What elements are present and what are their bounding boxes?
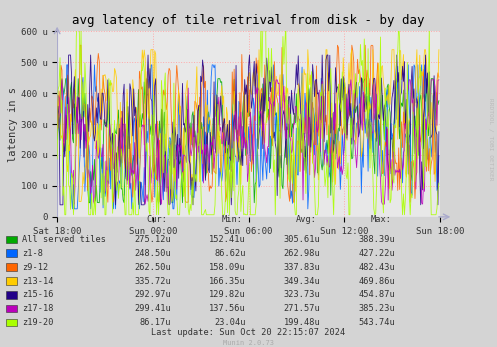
Text: z1-8: z1-8	[22, 249, 43, 258]
Text: Cur:: Cur:	[147, 215, 167, 224]
Y-axis label: latency in s: latency in s	[8, 86, 18, 162]
Text: z17-18: z17-18	[22, 304, 54, 313]
Text: 427.22u: 427.22u	[358, 249, 395, 258]
Text: 86.62u: 86.62u	[215, 249, 246, 258]
Text: 262.98u: 262.98u	[284, 249, 321, 258]
Text: z15-16: z15-16	[22, 290, 54, 299]
Text: 543.74u: 543.74u	[358, 318, 395, 327]
Text: 385.23u: 385.23u	[358, 304, 395, 313]
Text: Avg:: Avg:	[296, 215, 317, 224]
Text: Min:: Min:	[221, 215, 242, 224]
Text: 337.83u: 337.83u	[284, 263, 321, 272]
Text: 299.41u: 299.41u	[135, 304, 171, 313]
Text: 335.72u: 335.72u	[135, 277, 171, 286]
Text: 482.43u: 482.43u	[358, 263, 395, 272]
Text: z19-20: z19-20	[22, 318, 54, 327]
Text: 271.57u: 271.57u	[284, 304, 321, 313]
Text: All served tiles: All served tiles	[22, 235, 106, 244]
Text: 129.82u: 129.82u	[209, 290, 246, 299]
Text: 262.50u: 262.50u	[135, 263, 171, 272]
Title: avg latency of tile retrival from disk - by day: avg latency of tile retrival from disk -…	[72, 14, 425, 27]
Text: 152.41u: 152.41u	[209, 235, 246, 244]
Text: 275.12u: 275.12u	[135, 235, 171, 244]
Text: 248.50u: 248.50u	[135, 249, 171, 258]
Text: 199.48u: 199.48u	[284, 318, 321, 327]
Text: 158.09u: 158.09u	[209, 263, 246, 272]
Text: Munin 2.0.73: Munin 2.0.73	[223, 340, 274, 346]
Text: 137.56u: 137.56u	[209, 304, 246, 313]
Text: 86.17u: 86.17u	[140, 318, 171, 327]
Text: 469.86u: 469.86u	[358, 277, 395, 286]
Text: z13-14: z13-14	[22, 277, 54, 286]
Text: 292.97u: 292.97u	[135, 290, 171, 299]
Text: Max:: Max:	[370, 215, 391, 224]
Text: z9-12: z9-12	[22, 263, 49, 272]
Text: 323.73u: 323.73u	[284, 290, 321, 299]
Text: 305.61u: 305.61u	[284, 235, 321, 244]
Text: 388.39u: 388.39u	[358, 235, 395, 244]
Text: Last update: Sun Oct 20 22:15:07 2024: Last update: Sun Oct 20 22:15:07 2024	[152, 328, 345, 337]
Text: 166.35u: 166.35u	[209, 277, 246, 286]
Text: 454.87u: 454.87u	[358, 290, 395, 299]
Text: 349.34u: 349.34u	[284, 277, 321, 286]
Text: 23.04u: 23.04u	[215, 318, 246, 327]
Text: RRDTOOL / TOBI OETIKER: RRDTOOL / TOBI OETIKER	[489, 98, 494, 180]
